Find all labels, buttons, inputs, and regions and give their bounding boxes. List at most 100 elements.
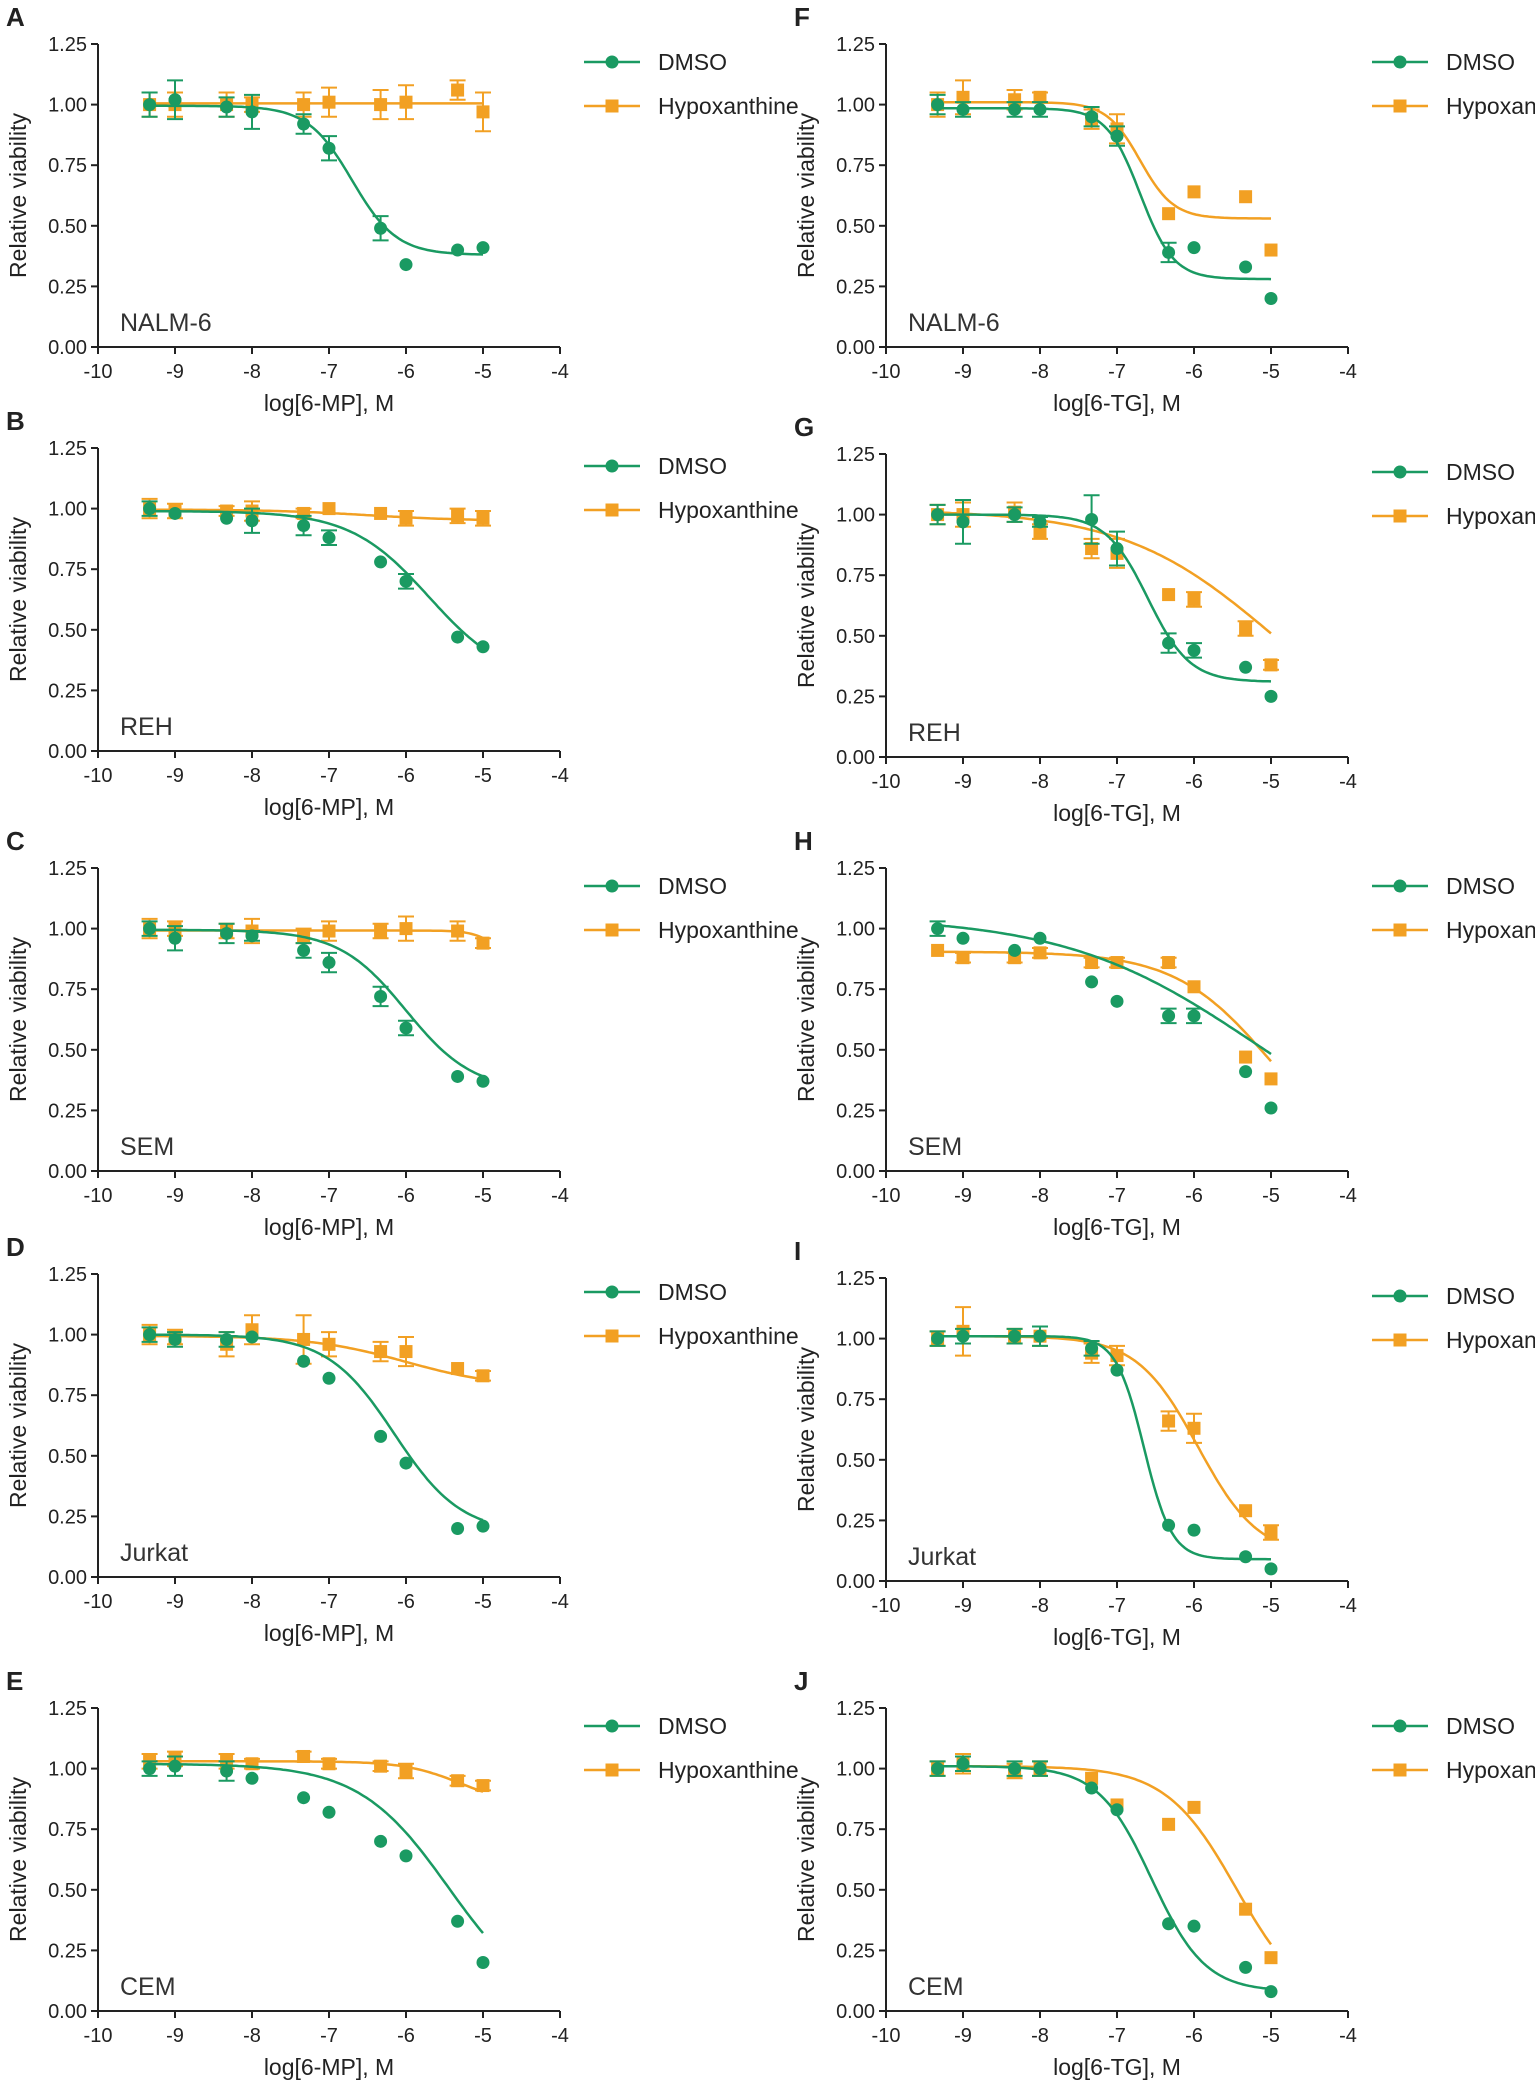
y-tick-label: 0.75 xyxy=(48,155,87,177)
data-point-hypoxanthine xyxy=(374,1759,388,1773)
data-point-dmso xyxy=(399,574,413,588)
x-tick-label: -4 xyxy=(551,1185,569,1207)
x-tick-label: -6 xyxy=(397,1185,415,1207)
data-point-dmso xyxy=(1264,1101,1278,1115)
data-point-dmso xyxy=(1162,1518,1176,1532)
data-point-hypoxanthine xyxy=(399,922,413,936)
data-point-dmso xyxy=(322,141,336,155)
data-point-dmso xyxy=(322,1805,336,1819)
panel-letter: F xyxy=(794,2,810,32)
legend-label: Hypoxanthine xyxy=(658,93,799,119)
panel-letter: B xyxy=(6,406,25,436)
data-point-dmso xyxy=(1033,931,1047,945)
x-tick-label: -10 xyxy=(872,771,901,793)
x-axis-label: log[6-MP], M xyxy=(264,390,394,416)
panel-letter: A xyxy=(6,2,25,32)
data-point-hypoxanthine xyxy=(322,1757,336,1771)
data-point-hypoxanthine xyxy=(399,95,413,109)
fit-curve-hypoxanthine xyxy=(149,508,483,522)
data-point-dmso xyxy=(1264,689,1278,703)
cell-line-label: NALM-6 xyxy=(120,309,212,337)
data-point-dmso xyxy=(322,956,336,970)
legend-label: Hypoxanthine xyxy=(658,1323,799,1349)
data-point-dmso xyxy=(1085,512,1099,526)
y-axis-label: Relative viability xyxy=(793,937,819,1102)
data-point-hypoxanthine xyxy=(297,1332,311,1346)
data-point-dmso xyxy=(297,943,311,957)
legend-label: DMSO xyxy=(658,1279,727,1305)
data-point-dmso xyxy=(1110,542,1124,556)
x-tick-label: -7 xyxy=(320,1185,338,1207)
cell-line-label: Jurkat xyxy=(908,1543,976,1571)
data-point-dmso xyxy=(451,1522,465,1536)
panel-letter: I xyxy=(794,1236,802,1266)
data-point-dmso xyxy=(476,640,490,654)
x-tick-label: -9 xyxy=(954,1185,972,1207)
data-point-dmso xyxy=(1008,943,1022,957)
x-axis-label: log[6-MP], M xyxy=(264,1620,394,1646)
y-tick-label: 1.00 xyxy=(836,1759,875,1781)
data-point-hypoxanthine xyxy=(374,924,388,938)
legend-label: Hypoxanthine xyxy=(1446,503,1535,529)
legend-label: Hypoxanthine xyxy=(1446,917,1535,943)
x-tick-label: -4 xyxy=(1339,1185,1357,1207)
x-tick-label: -9 xyxy=(166,2025,184,2047)
data-point-hypoxanthine xyxy=(374,506,388,520)
y-tick-label: 0.00 xyxy=(836,2001,875,2023)
legend-marker-circle xyxy=(605,55,619,69)
legend-label: DMSO xyxy=(658,49,727,75)
y-tick-label: 0.50 xyxy=(48,1880,87,1902)
x-tick-label: -8 xyxy=(1031,1595,1049,1617)
data-point-dmso xyxy=(143,502,157,516)
data-point-hypoxanthine xyxy=(399,1345,413,1359)
x-tick-label: -7 xyxy=(320,2025,338,2047)
fit-curve-hypoxanthine xyxy=(937,1334,1272,1540)
data-point-hypoxanthine xyxy=(297,1749,311,1763)
y-tick-label: 0.00 xyxy=(836,1161,875,1183)
x-tick-label: -9 xyxy=(166,361,184,383)
panel-c: C 0.00 0.25 0.50 0.75 1.00 1.25 -10 -9 -8 -7 -6 -5 -4… xyxy=(0,824,799,1240)
legend-label: DMSO xyxy=(1446,873,1515,899)
x-axis-label: log[6-TG], M xyxy=(1053,1214,1181,1240)
x-tick-label: -10 xyxy=(872,1185,901,1207)
data-point-dmso xyxy=(143,1762,157,1776)
data-point-hypoxanthine xyxy=(1162,588,1176,602)
legend-marker-circle xyxy=(605,1285,619,1299)
x-tick-label: -6 xyxy=(397,765,415,787)
legend-label: DMSO xyxy=(1446,1713,1515,1739)
data-point-hypoxanthine xyxy=(1162,1414,1176,1428)
y-tick-label: 0.75 xyxy=(48,979,87,1001)
data-point-dmso xyxy=(220,1332,234,1346)
fit-curve-hypoxanthine xyxy=(937,1764,1273,1946)
data-point-dmso xyxy=(931,922,945,936)
data-point-hypoxanthine xyxy=(1239,622,1253,636)
panel-j: J 0.00 0.25 0.50 0.75 1.00 1.25 -10 -9 -8 -7 -6 -5 -4… xyxy=(788,1664,1535,2080)
data-point-dmso xyxy=(1110,994,1124,1008)
cell-line-label: REH xyxy=(908,719,961,747)
data-point-hypoxanthine xyxy=(297,98,311,112)
data-point-dmso xyxy=(1110,1363,1124,1377)
panel-letter: G xyxy=(794,412,815,442)
x-axis-label: log[6-MP], M xyxy=(264,2054,394,2080)
x-tick-label: -8 xyxy=(1031,361,1049,383)
x-tick-label: -6 xyxy=(1185,771,1203,793)
x-tick-label: -8 xyxy=(243,1185,261,1207)
chart-svg: 0.00 0.25 0.50 0.75 1.00 1.25 -10 -9 -8 -7 -6 -5 -4 l… xyxy=(793,858,1535,1240)
data-point-dmso xyxy=(931,1332,945,1346)
cell-line-label: CEM xyxy=(120,1973,176,2001)
y-tick-label: 0.00 xyxy=(836,747,875,769)
data-point-hypoxanthine xyxy=(399,1764,413,1778)
legend-marker-square xyxy=(1393,923,1407,937)
data-point-dmso xyxy=(1162,1009,1176,1023)
legend-label: Hypoxanthine xyxy=(1446,93,1535,119)
x-tick-label: -5 xyxy=(1262,1595,1280,1617)
y-tick-label: 0.75 xyxy=(48,559,87,581)
x-tick-label: -10 xyxy=(872,1595,901,1617)
legend-label: DMSO xyxy=(658,1713,727,1739)
fit-curve-dmso xyxy=(937,1765,1272,1991)
panel-a: A 0.00 0.25 0.50 0.75 1.00 1.25 -10 -9 -8 -7 -6 -5 -4… xyxy=(0,0,799,416)
y-tick-label: 0.25 xyxy=(836,1510,875,1532)
data-point-dmso xyxy=(476,1956,490,1970)
data-point-dmso xyxy=(220,1764,234,1778)
data-point-hypoxanthine xyxy=(451,1774,465,1788)
